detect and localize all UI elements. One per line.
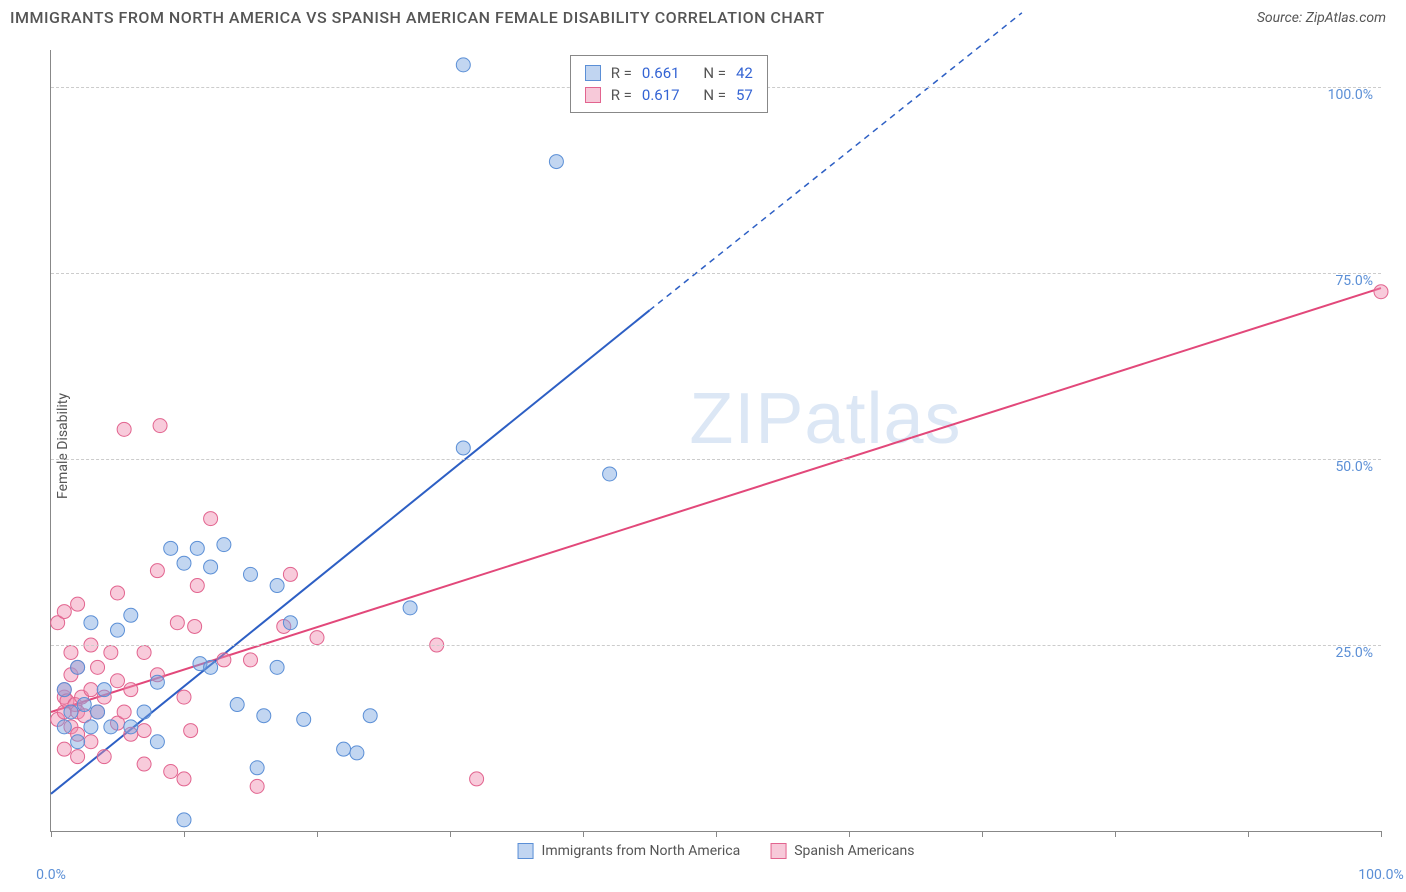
- x-tick-label: 100.0%: [1358, 867, 1403, 883]
- bottom-legend: Immigrants from North America Spanish Am…: [518, 843, 915, 859]
- chart-plot-area: ZIPatlas R = 0.661 N = 42 R = 0.617 N = …: [50, 50, 1381, 832]
- r-value-2: 0.617: [642, 86, 680, 104]
- y-tick-label: 50.0%: [1335, 459, 1373, 475]
- x-tick-label: 0.0%: [36, 867, 66, 883]
- n-label: N =: [703, 64, 726, 82]
- scatter-svg: [51, 50, 1381, 831]
- y-tick-label: 25.0%: [1335, 645, 1373, 661]
- legend-row-series1: R = 0.661 N = 42: [585, 62, 753, 84]
- correlation-legend-box: R = 0.661 N = 42 R = 0.617 N = 57: [570, 55, 768, 113]
- legend-item-2: Spanish Americans: [770, 843, 914, 859]
- y-tick-label: 100.0%: [1328, 87, 1373, 103]
- swatch-icon: [518, 843, 534, 859]
- r-label: R =: [611, 64, 632, 82]
- n-value-1: 42: [736, 64, 753, 82]
- swatch-icon: [770, 843, 786, 859]
- swatch-icon: [585, 87, 601, 103]
- r-label: R =: [611, 86, 632, 104]
- chart-title: IMMIGRANTS FROM NORTH AMERICA VS SPANISH…: [10, 8, 825, 27]
- swatch-icon: [585, 65, 601, 81]
- source-label: Source:: [1257, 10, 1302, 26]
- chart-header: IMMIGRANTS FROM NORTH AMERICA VS SPANISH…: [0, 0, 1406, 35]
- y-tick-label: 75.0%: [1335, 273, 1373, 289]
- source-name: ZipAtlas.com: [1306, 10, 1386, 26]
- n-label: N =: [703, 86, 726, 104]
- legend-row-series2: R = 0.617 N = 57: [585, 84, 753, 106]
- r-value-1: 0.661: [642, 64, 680, 82]
- n-value-2: 57: [736, 86, 753, 104]
- legend-item-1: Immigrants from North America: [518, 843, 741, 859]
- source-attribution: Source: ZipAtlas.com: [1257, 10, 1386, 26]
- legend-label-1: Immigrants from North America: [542, 843, 741, 859]
- legend-label-2: Spanish Americans: [794, 843, 914, 859]
